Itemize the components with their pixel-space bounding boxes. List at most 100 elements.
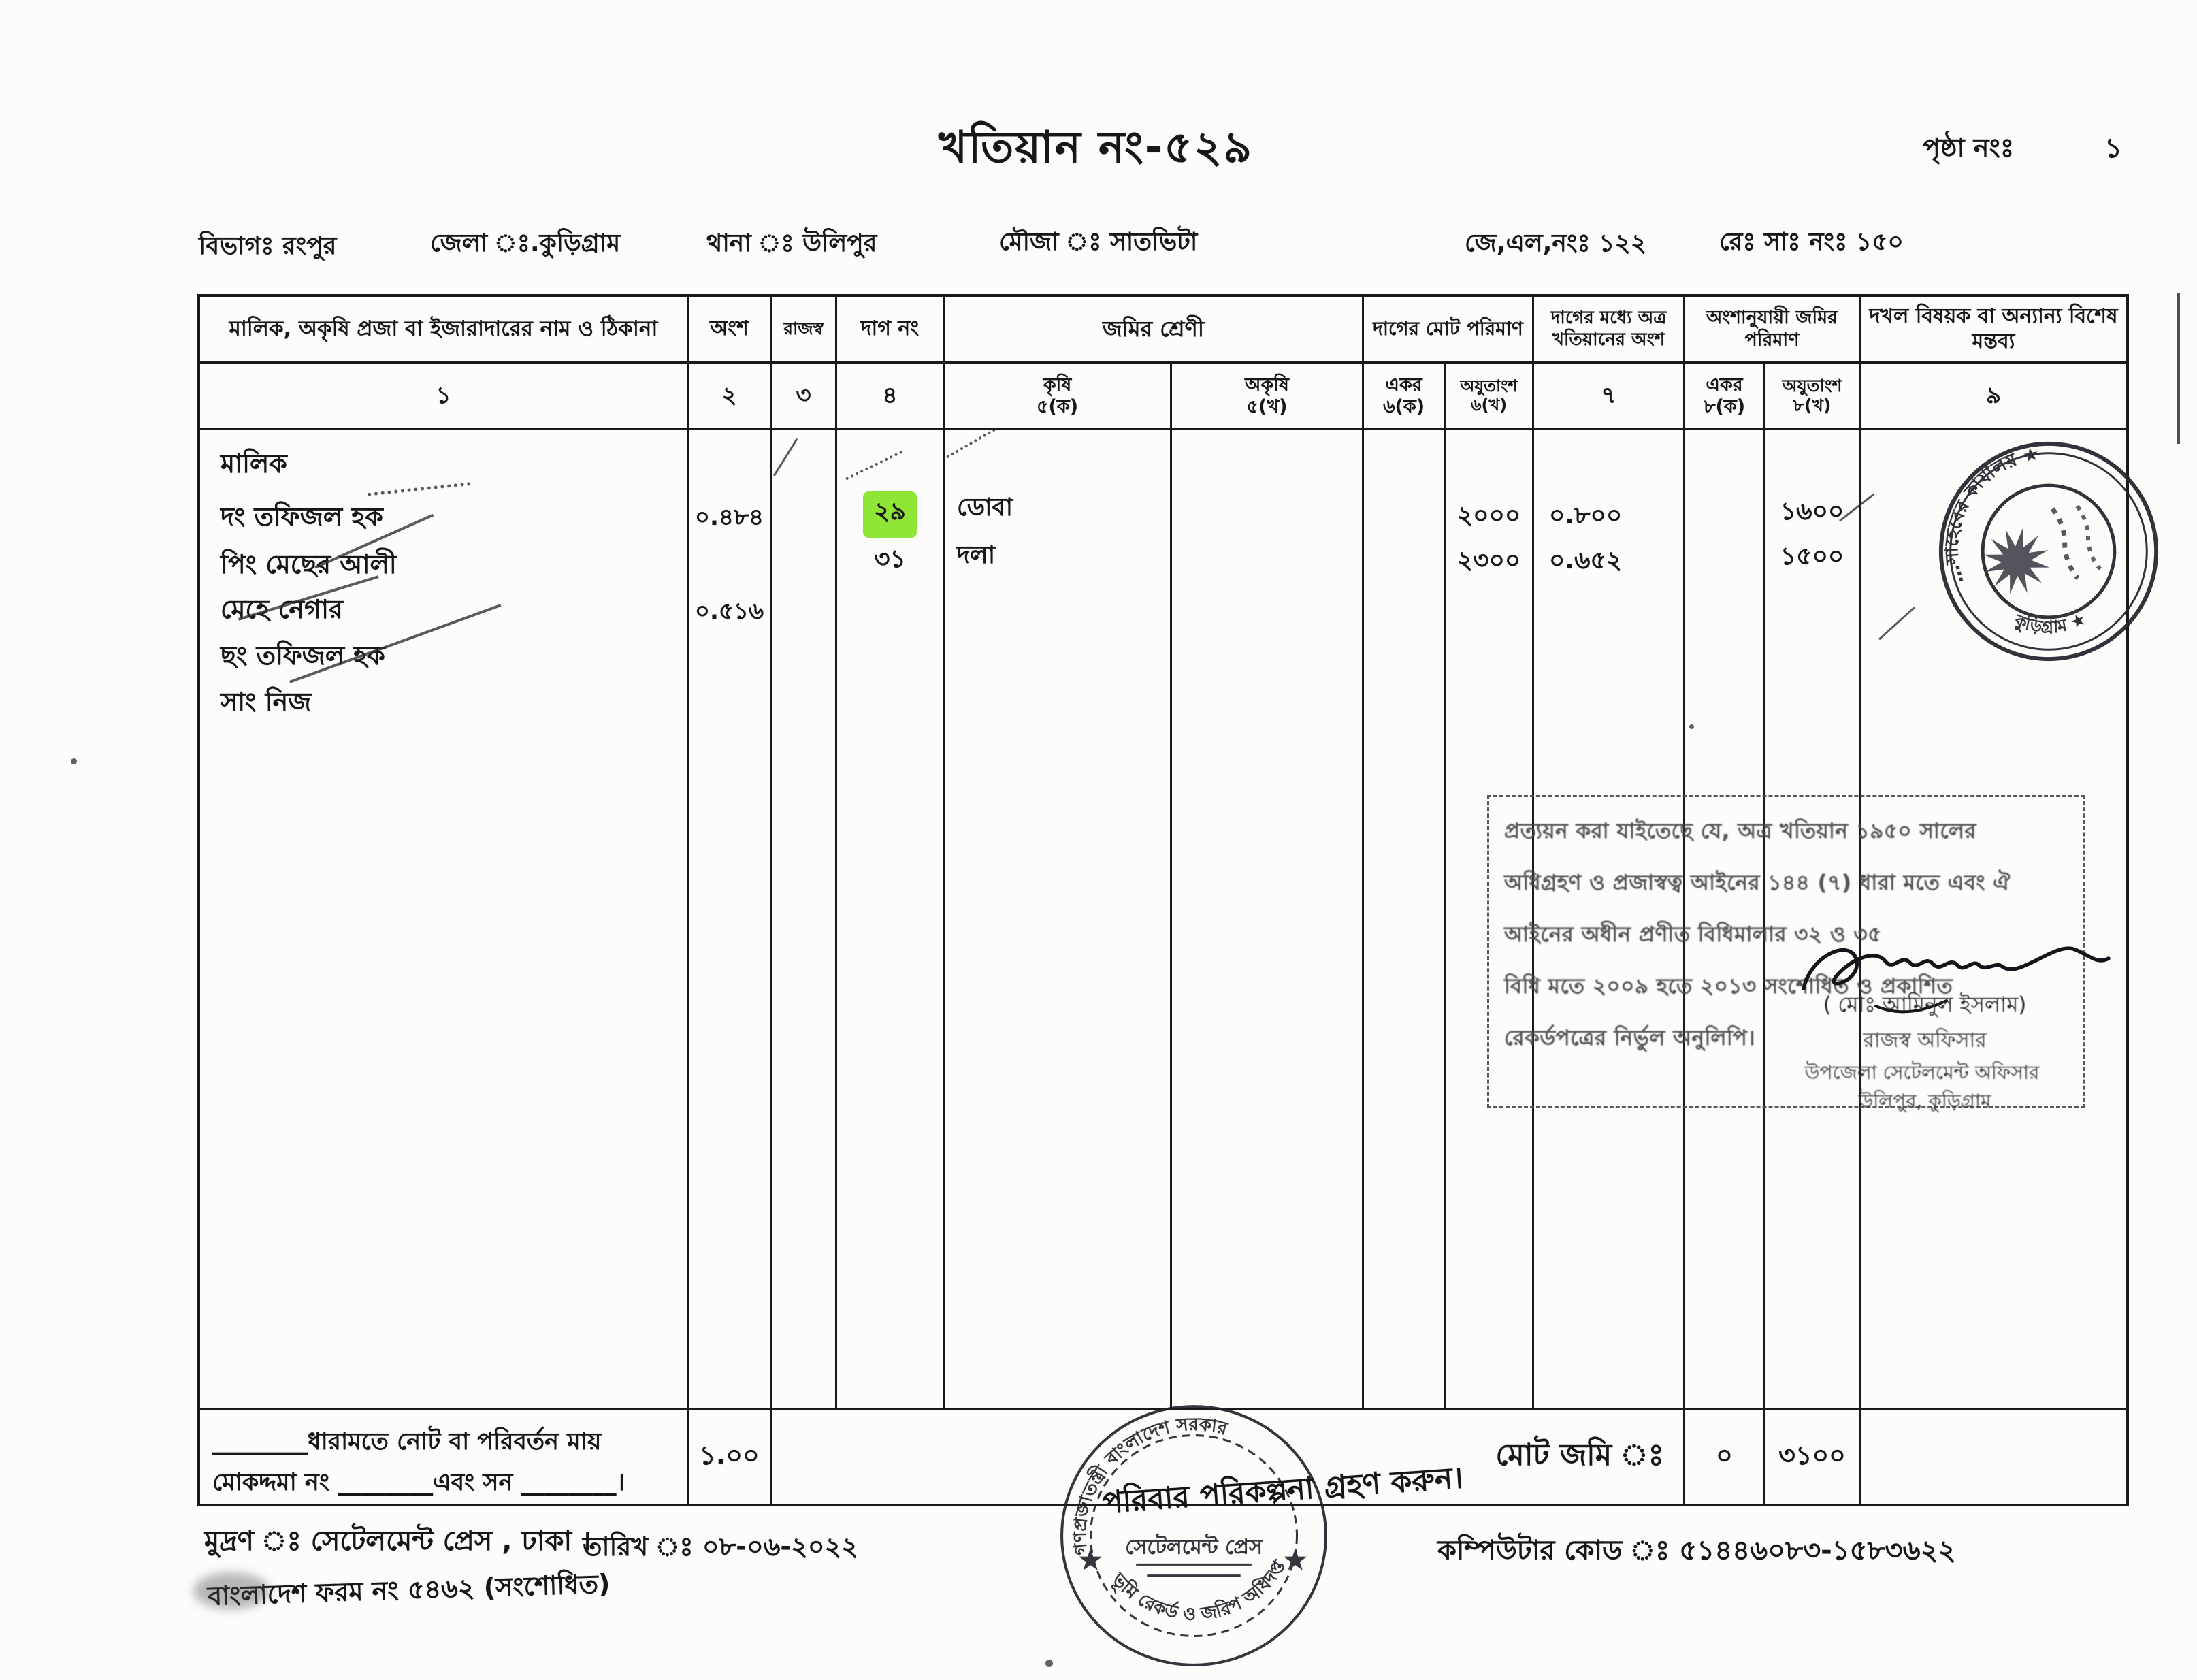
subheader-acre6-num: ৬(ক) [1382,395,1425,417]
subheader-nonagri-label: অকৃষি [1245,374,1289,396]
note-line-1: ________ধারামতে নোট বা পরিবর্তন মায় [212,1428,602,1455]
subheader-ayutangsha-8: অযুতাংশ ৮(খ) [1765,364,1861,430]
dag-number: ৩১ [874,545,906,573]
owner-line: ছং তফিজল হক [221,641,385,671]
scan-edge-line [2177,293,2180,444]
total-ayutangsha-value: ৩১০০ [1778,1440,1846,1470]
owner-column: মালিক দং তফিজল হক পিং মেছের আলী মেহে নেগ… [200,430,689,1410]
signatory-name: ( মোঃ আমিনুল ইসলাম) [1823,992,2027,1017]
owner-line: মেহে নেগার [221,594,343,624]
certificate-line: প্রত্যয়ন করা যাইতেছে যে, অত্র খতিয়ান ১… [1504,819,1977,843]
total-share-cell: ১.০০ [689,1410,772,1504]
dag-total-ayutangsha-column: ২০০০ ২৩০০ [1446,430,1534,1410]
header-khatian-share: দাগের মধ্যে অত্র খতিয়ানের অংশ [1534,297,1685,364]
colnum-4: ৪ [837,364,945,430]
seal-inner-script [2075,504,2102,571]
note-cell: ________ধারামতে নোট বা পরিবর্তন মায় মোক… [200,1410,689,1504]
settlement-press-oval-stamp: গণপ্রজাতন্ত্রী বাংলাদেশ সরকার ★ ★ সেটেলম… [1056,1400,1327,1666]
print-date: তারিখ ঃ ০৮-০৬-২০২২ [583,1532,859,1562]
colnum-1: ১ [200,364,689,430]
dag-number-highlighted: ২৯ [863,491,917,538]
water-lily-emblem-icon [1983,528,2050,594]
scan-speck [1689,724,1694,729]
certificate-line: বিধি মতে ২০০৯ হতে ২০১৩ সংশোধিত ও প্রকাশি… [1504,974,1953,999]
header-dag-no: দাগ নং [837,297,945,364]
certificate-line: আইনের অধীন প্রণীত বিধিমালার ৩২ ও ৩৫ [1504,922,1882,947]
owner-line: মালিক [221,449,287,479]
land-class-value: ডোবা [957,494,1013,521]
khatian-share-value: ০.৬৫২ [1549,547,1623,575]
total-share-value: ১.০০ [699,1440,760,1470]
share-acre-column [1685,430,1765,1410]
total-ayutangsha-cell: ৩১০০ [1765,1410,1861,1504]
page-number-value: ১ [2104,133,2122,164]
subheader-dec8-label: অযুতাংশ [1782,375,1842,395]
page-number-label: পৃষ্ঠা নংঃ [1923,133,2015,163]
signatory-office: উপজেলা সেটেলমেন্ট অফিসার [1804,1061,2040,1084]
dag-column: ২৯ ৩১ [837,430,945,1410]
stamp-press-text: সেটেলমেন্ট প্রেস [1125,1533,1263,1559]
subheader-ayutangsha-6: অযুতাংশ ৬(খ) [1446,364,1534,430]
signatory-location: উলিপুর, কুড়িগ্রাম [1858,1090,1991,1112]
dag-total-value: ২৩০০ [1456,547,1521,575]
meta-district: জেলা ঃ.কুড়িগ্রাম [430,229,621,257]
meta-jl-no: জে,এল,নংঃ ১২২ [1465,229,1647,257]
total-land-label: মোট জমি ঃ [1495,1438,1664,1472]
dag-total-acre-column [1364,430,1446,1410]
seal-arc-bottom-text: কুড়িগ্রাম ★ [2006,590,2089,652]
subheader-acre8-label: একর [1706,374,1743,396]
star-icon: ★ [1077,1543,1104,1578]
subheader-acre6-label: একর [1385,374,1422,396]
subheader-dec8-num: ৮(খ) [1793,395,1832,415]
share-amount-value: ১৬০০ [1780,498,1844,526]
remarks-column [1861,430,2126,1410]
scan-speck [1045,1660,1053,1667]
colnum-3: ৩ [772,364,837,430]
header-dag-total: দাগের মোট পরিমাণ [1364,297,1534,364]
meta-thana: থানা ঃ উলিপুর [706,229,877,257]
meta-division: বিভাগঃ রংপুর [199,232,337,260]
total-acre-cell: ০ [1685,1410,1765,1504]
header-share-amount: অংশানুযায়ী জমির পরিমাণ [1685,297,1861,364]
header-remarks: দখল বিষয়ক বা অন্যান্য বিশেষ মন্তব্য [1861,297,2126,364]
colnum-9: ৯ [1861,364,2126,430]
total-acre-value: ০ [1716,1440,1733,1470]
subheader-nonagri-num: ৫(খ) [1246,395,1288,417]
svg-text:কুড়িগ্রাম ★: কুড়িগ্রাম ★ [2006,590,2089,652]
ink-smudge [193,1572,270,1609]
total-label-cell: মোট জমি ঃ [772,1410,1685,1504]
district-office-round-seal: …সাহেবের কার্যালয় ★ কুড়িগ্রাম ★ [1913,440,2159,662]
header-owner: মালিক, অকৃষি প্রজা বা ইজারাদারের নাম ও ঠ… [200,297,689,364]
land-class-value: দলা [957,541,996,569]
owner-line: দং তফিজল হক [221,502,383,532]
subheader-agri-label: কৃষি [1043,374,1072,396]
subheader-acre8-num: ৮(ক) [1703,395,1746,417]
header-share: অংশ [689,297,772,364]
subheader-acre-6: একর ৬(ক) [1364,364,1446,430]
meta-re-sa-no: রেঃ সাঃ নংঃ ১৫০ [1719,228,1904,256]
share-ayutangsha-column: ১৬০০ ১৫০০ [1765,430,1861,1410]
certification-block: প্রত্যয়ন করা যাইতেছে যে, অত্র খতিয়ান ১… [1487,795,2085,1108]
share-column: ০.৪৮৪ ০.৫১৬ [689,430,772,1410]
share-value: ০.৫১৬ [694,598,764,625]
page-title: খতিয়ান নং-৫২৯ [938,123,1254,173]
subheader-nonagri: অকৃষি ৫(খ) [1172,364,1364,430]
khatian-share-value: ০.৮০০ [1549,502,1623,530]
land-class-nonagri-column [1172,430,1364,1410]
subheader-agri: কৃষি ৫(ক) [945,364,1172,430]
colnum-7: ৭ [1534,364,1685,430]
subheader-agri-num: ৫(ক) [1036,395,1079,417]
seal-inner-script [2050,507,2080,580]
owner-line: পিং মেছের আলী [221,549,397,579]
khatian-table: মালিক, অকৃষি প্রজা বা ইজারাদারের নাম ও ঠ… [197,294,2129,1506]
revenue-column [772,430,837,1410]
subheader-dec6-label: অযুতাংশ [1460,376,1518,395]
certificate-line: রেকর্ডপত্রের নির্ভুল অনুলিপি। [1504,1026,1755,1050]
note-line-2: মোকদ্দমা নং ________এবং সন ________। [212,1469,625,1496]
land-class-agri-column: ডোবা দলা [945,430,1172,1410]
colnum-2: ২ [689,364,772,430]
owner-line: সাং নিজ [221,687,312,717]
scan-speck [71,758,77,764]
print-info: মুদ্রণ ঃ সেটেলমেন্ট প্রেস , ঢাকা । [204,1525,591,1557]
